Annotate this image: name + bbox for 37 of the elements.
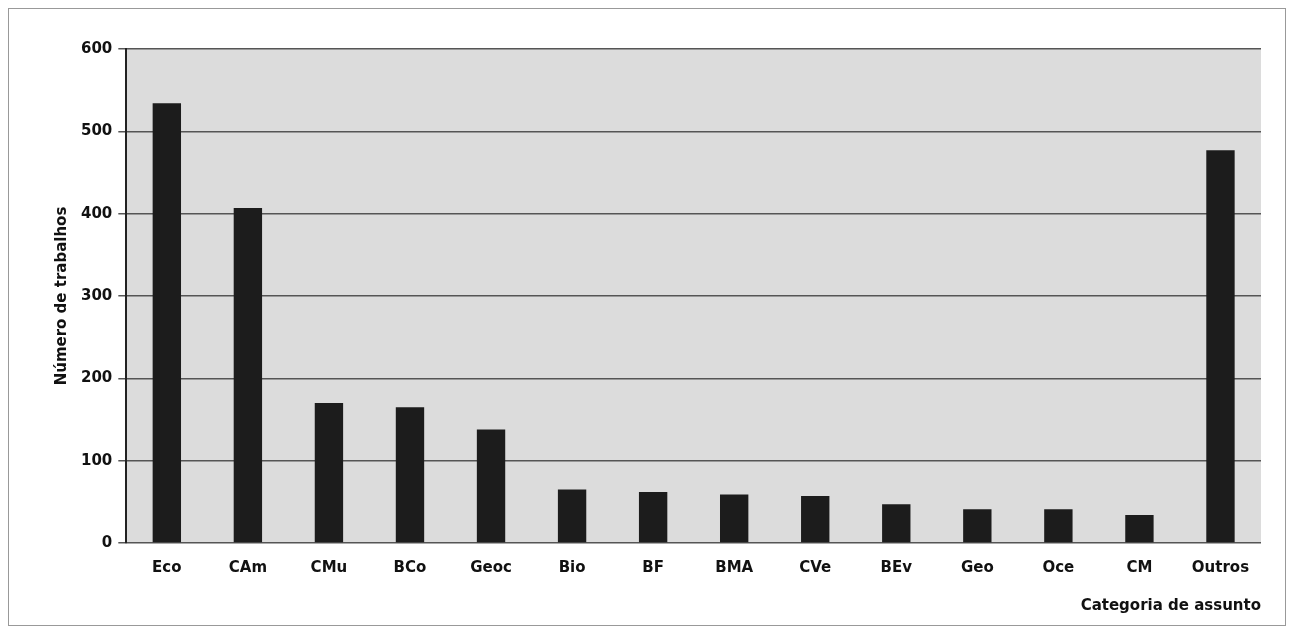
x-tick-label: CAm [228,557,268,576]
y-tick-label: 500 [81,121,113,140]
bar [476,429,506,543]
x-tick-label: BCo [393,557,427,576]
y-tick-label: 0 [101,532,113,551]
x-tick-label: CM [1126,557,1153,576]
bar [801,496,830,543]
x-tick-label: Outros [1191,557,1250,576]
x-tick-label: Oce [1042,557,1075,576]
x-axis-title: Categoria de assunto [1080,595,1261,614]
bar [882,504,911,543]
y-tick-label: 300 [81,285,113,304]
y-tick-label: 100 [81,450,113,469]
bar [1044,509,1073,543]
y-tick-label: 400 [81,203,113,222]
x-tick-label: Geo [960,557,994,576]
bar [314,403,344,543]
x-tick-label: Bio [558,557,586,576]
x-tick-label: CVe [799,557,832,576]
x-tick-label: BF [642,557,664,576]
x-tick-label: BMA [715,557,754,576]
bar [233,207,263,543]
bar [1125,515,1154,543]
x-tick-label: CMu [310,557,348,576]
bar [1206,150,1235,543]
bar [557,489,587,543]
y-tick-label: 600 [81,38,113,57]
x-tick-label: Geoc [470,557,512,576]
bar [152,103,182,543]
x-tick-label: BEv [880,557,913,576]
bar [395,407,425,543]
y-tick-label: 200 [81,368,113,387]
bar [720,494,749,543]
bar [963,509,992,543]
bar [638,491,668,543]
x-tick-label: Eco [152,557,182,576]
y-axis-title: Número de trabalhos [51,206,70,386]
